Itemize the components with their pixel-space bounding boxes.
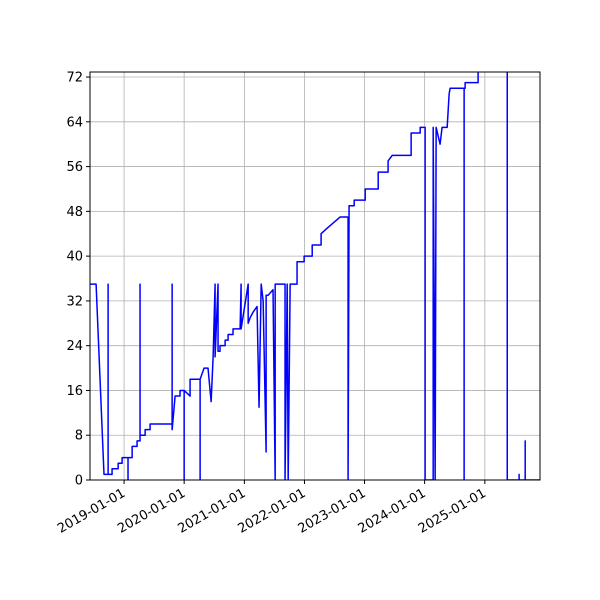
y-tick-label: 56 — [66, 160, 83, 175]
y-tick-label: 32 — [66, 294, 83, 309]
x-tick-label: 2022-01-01 — [236, 486, 309, 537]
y-tick-label: 72 — [66, 71, 83, 86]
y-tick-label: 64 — [66, 115, 83, 130]
ticks: 0816243240485664722019-01-012020-01-0120… — [55, 71, 489, 537]
x-tick-label: 2025-01-01 — [416, 486, 489, 537]
y-tick-label: 24 — [66, 339, 83, 354]
x-tick-label: 2024-01-01 — [356, 486, 429, 537]
y-tick-label: 16 — [66, 384, 83, 399]
data-line — [90, 72, 540, 480]
x-tick-label: 2021-01-01 — [175, 486, 248, 537]
axes-frame — [89, 71, 541, 481]
x-tick-label: 2019-01-01 — [55, 486, 128, 537]
grid — [90, 72, 540, 481]
plot-area — [90, 72, 540, 480]
y-tick-label: 8 — [75, 429, 83, 444]
y-tick-label: 48 — [66, 205, 83, 220]
y-tick-label: 40 — [66, 250, 83, 265]
x-tick-label: 2023-01-01 — [296, 486, 369, 537]
y-tick-label: 0 — [75, 474, 83, 489]
x-tick-label: 2020-01-01 — [115, 486, 188, 537]
